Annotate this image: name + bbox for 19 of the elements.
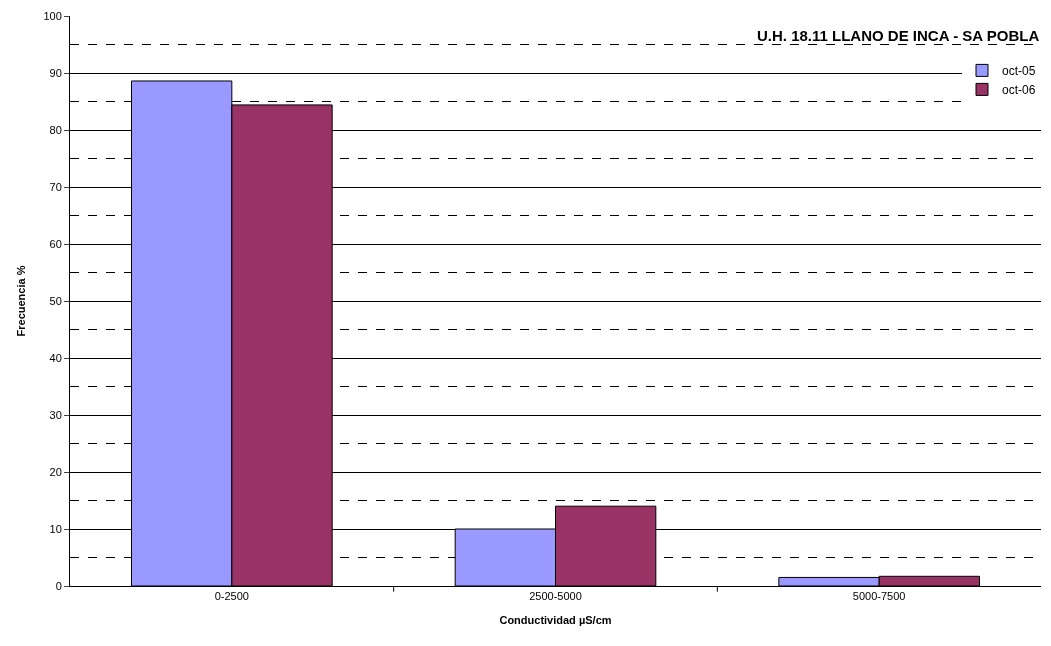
y-tick-label: 60 (49, 237, 62, 250)
y-axis-title: Frecuencia % (15, 265, 28, 337)
y-tick-label: 90 (49, 66, 62, 79)
y-tick-label: 0 (55, 579, 62, 592)
text: U.H. 18.11 LLANO DE INCA - SA POBLA (757, 27, 1040, 44)
y-tick-label: 20 (49, 465, 62, 478)
legend-label: oct-06 (1002, 83, 1036, 98)
y-tick-label: 30 (49, 408, 62, 421)
y-tick-label: 50 (49, 294, 62, 307)
y-tick-label: 70 (49, 180, 62, 193)
y-tick-label: 100 (43, 9, 62, 22)
x-axis-title: Conductividad µS/cm (499, 614, 612, 627)
x-tick-label: 0-2500 (214, 590, 249, 603)
y-tick-label: 80 (49, 123, 62, 136)
y-tick-label: 40 (49, 351, 62, 364)
legend-label: oct-05 (1002, 64, 1036, 79)
y-tick-label: 10 (49, 522, 62, 535)
x-tick-label: 2500-5000 (529, 590, 582, 603)
x-tick-label: 5000-7500 (852, 590, 906, 603)
